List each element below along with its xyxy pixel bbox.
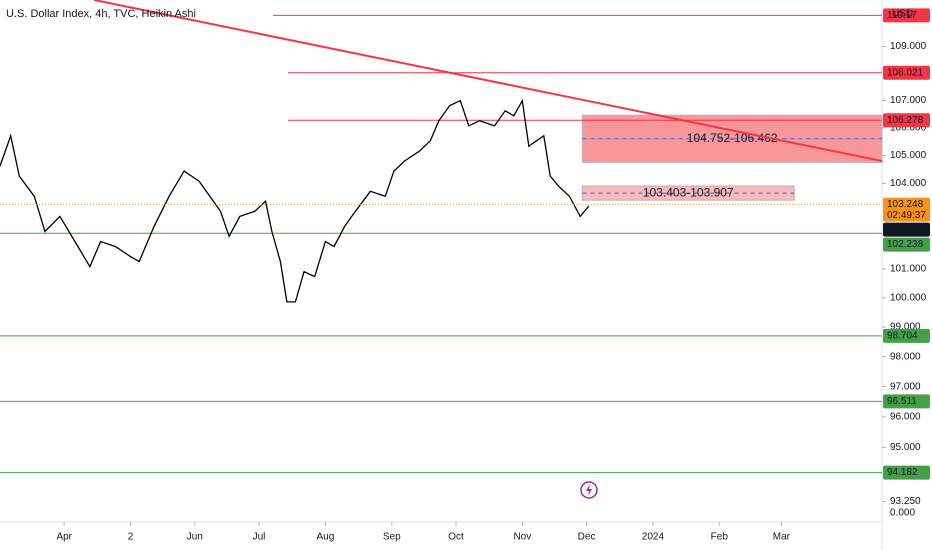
price-label-text: 103.248 <box>887 199 924 210</box>
x-tick-label: Sep <box>383 532 401 543</box>
price-label-box <box>883 197 930 222</box>
y-tick-label: 109.000 <box>890 41 927 52</box>
price-label-box <box>883 113 930 128</box>
price-label: 96.511 <box>883 394 930 409</box>
price-label-text: 108.021 <box>887 67 924 78</box>
y-tick-label: 100.000 <box>890 292 927 303</box>
price-label-text: 102.238 <box>887 239 924 250</box>
y-tick-label: 107.000 <box>890 95 927 106</box>
trendline <box>93 0 883 163</box>
price-label-box <box>883 328 930 343</box>
price-label-box <box>883 222 930 237</box>
y-tick-label: 106.000 <box>890 122 927 133</box>
x-tick-label: 2 <box>128 532 134 543</box>
x-tick-label: Jun <box>187 532 203 543</box>
price-label: 108.021 <box>883 65 930 80</box>
price-label: 106.278 <box>883 113 930 128</box>
price-label-text: 110.17 <box>887 10 917 21</box>
x-tick-label: 2024 <box>642 532 665 543</box>
y-tick-label: 97.000 <box>890 381 921 392</box>
price-label-box <box>883 237 930 252</box>
x-tick-label: Nov <box>513 532 531 543</box>
price-label-text: 94.182 <box>887 467 918 478</box>
countdown: 02:49:37 <box>887 210 926 221</box>
price-label: 98.704 <box>883 328 930 343</box>
x-tick-label: Dec <box>578 532 596 543</box>
price-label-text: 98.704 <box>887 330 918 341</box>
zone-label: 103.403-103.907 <box>643 185 734 199</box>
y-tick-label: 98.000 <box>890 351 921 362</box>
y-tick-label: 95.000 <box>890 442 921 453</box>
x-tick-label: Aug <box>316 532 334 543</box>
x-tick-label: Apr <box>56 532 72 543</box>
icon-circle <box>580 481 598 499</box>
price-label: 110.17 <box>883 8 930 23</box>
price-label-box <box>883 465 930 480</box>
y-tick-label: 96.000 <box>890 411 921 422</box>
price-line <box>0 98 590 303</box>
lightning-icon[interactable] <box>580 481 598 499</box>
price-label-text: 96.511 <box>887 396 917 407</box>
price-label: 103.201 <box>883 222 930 237</box>
price-label-text: 106.278 <box>887 115 924 126</box>
x-tick-label: Oct <box>448 532 464 543</box>
x-tick-label: Feb <box>711 532 729 543</box>
x-tick-label: Jul <box>253 532 266 543</box>
price-axis: 109.000 107.000 106.000 105.000 104.000 101.0… <box>882 8 930 507</box>
price-label: 102.238 <box>883 237 930 252</box>
price-label-box <box>883 394 930 409</box>
currency: USD <box>892 9 913 20</box>
y-tick-label: 99.000 <box>890 322 921 333</box>
y-tick-label: 93.250 <box>890 496 921 507</box>
y-tick-label: 105.000 <box>890 150 927 161</box>
axis-note: 0.000 <box>890 508 915 519</box>
price-label: 94.182 <box>883 465 930 480</box>
chart-title: U.S. Dollar Index, 4h, TVC, Heikin Ashi <box>6 8 196 20</box>
y-tick-label: 104.000 <box>890 178 927 189</box>
price-label-text: 103.201 <box>887 224 924 235</box>
y-tick-label: 101.000 <box>890 263 927 274</box>
x-tick-label: Mar <box>773 532 791 543</box>
price-label-box <box>883 65 930 80</box>
icon-bolt <box>586 484 592 496</box>
price-label-box <box>883 8 930 23</box>
